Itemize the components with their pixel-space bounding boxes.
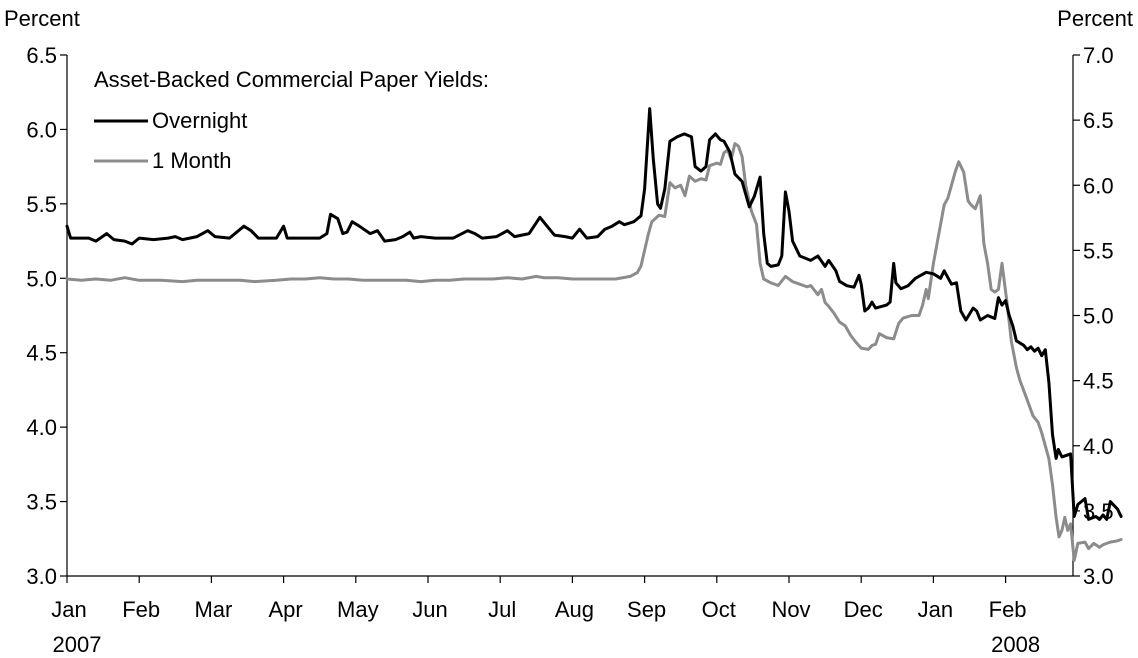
x-tick-label: Jan: [51, 597, 86, 622]
x-tick-label: Dec: [844, 597, 883, 622]
left-tick-label: 4.0: [26, 415, 57, 440]
legend: Asset-Backed Commercial Paper Yields: Ov…: [94, 67, 489, 173]
left-tick-label: 3.5: [26, 490, 57, 515]
right-tick-label: 4.5: [1083, 369, 1114, 394]
x-year-label: 2007: [53, 632, 102, 657]
x-tick-label: Oct: [702, 597, 736, 622]
right-tick-label: 6.0: [1083, 173, 1114, 198]
series-line-1-month: [65, 142, 1123, 562]
right-tick-label: 3.0: [1083, 564, 1114, 589]
x-tick-label: Sep: [627, 597, 666, 622]
right-axis-label: Percent: [1057, 6, 1133, 31]
left-tick-label: 6.0: [26, 117, 57, 142]
legend-label-overnight: Overnight: [152, 108, 247, 133]
left-axis-label: Percent: [4, 6, 80, 31]
legend-label-1-month: 1 Month: [152, 148, 232, 173]
right-tick-label: 6.5: [1083, 108, 1114, 133]
left-tick-label: 3.0: [26, 564, 57, 589]
x-tick-label: Feb: [989, 597, 1027, 622]
left-tick-label: 5.0: [26, 266, 57, 291]
left-tick-label: 6.5: [26, 43, 57, 68]
series-line-overnight: [65, 107, 1123, 521]
right-tick-label: 4.0: [1083, 434, 1114, 459]
x-tick-label: Aug: [555, 597, 594, 622]
right-tick-label: 5.0: [1083, 304, 1114, 329]
x-tick-label: Jan: [918, 597, 953, 622]
x-tick-label: Apr: [268, 597, 302, 622]
x-tick-label: Mar: [194, 597, 232, 622]
x-tick-label: Jul: [488, 597, 516, 622]
x-tick-label: Nov: [771, 597, 810, 622]
right-tick-label: 5.5: [1083, 238, 1114, 263]
series-lines: [65, 107, 1123, 562]
x-tick-label: Jun: [412, 597, 447, 622]
legend-title: Asset-Backed Commercial Paper Yields:: [94, 67, 489, 92]
x-year-label: 2008: [991, 632, 1040, 657]
x-tick-label: Feb: [122, 597, 160, 622]
axes: Percent Percent 3.0 3.5 4.0 4.5 5.0 5.5 6.0 6.5 3.…: [4, 6, 1133, 657]
left-tick-label: 5.5: [26, 192, 57, 217]
x-tick-label: May: [337, 597, 379, 622]
left-tick-label: 4.5: [26, 341, 57, 366]
right-tick-label: 7.0: [1083, 43, 1114, 68]
